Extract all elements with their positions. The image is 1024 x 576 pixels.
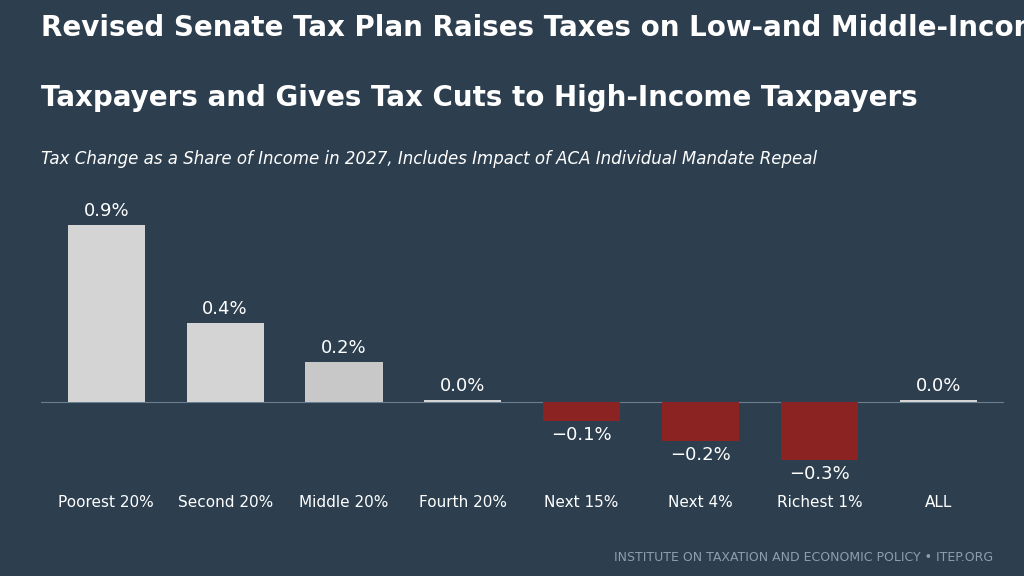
- Bar: [899, 400, 977, 401]
- Text: Taxpayers and Gives Tax Cuts to High-Income Taxpayers: Taxpayers and Gives Tax Cuts to High-Inc…: [41, 84, 918, 112]
- Text: 0.0%: 0.0%: [440, 377, 485, 395]
- Text: 0.9%: 0.9%: [84, 202, 129, 221]
- Bar: [186, 323, 264, 401]
- Text: 0.2%: 0.2%: [322, 339, 367, 358]
- Bar: [305, 362, 383, 401]
- Text: INSTITUTE ON TAXATION AND ECONOMIC POLICY • ITEP.ORG: INSTITUTE ON TAXATION AND ECONOMIC POLIC…: [614, 551, 993, 564]
- Text: −0.3%: −0.3%: [788, 465, 850, 483]
- Bar: [424, 400, 502, 401]
- Bar: [68, 225, 145, 401]
- Text: Tax Change as a Share of Income in 2027, Includes Impact of ACA Individual Manda: Tax Change as a Share of Income in 2027,…: [41, 150, 817, 168]
- Bar: [543, 401, 621, 421]
- Text: 0.4%: 0.4%: [203, 300, 248, 319]
- Bar: [780, 401, 858, 460]
- Bar: [662, 401, 739, 441]
- Text: 0.0%: 0.0%: [915, 377, 961, 395]
- Text: −0.2%: −0.2%: [670, 446, 731, 464]
- Text: −0.1%: −0.1%: [551, 426, 612, 444]
- Text: Revised Senate Tax Plan Raises Taxes on Low-and Middle-Income Missouri: Revised Senate Tax Plan Raises Taxes on …: [41, 14, 1024, 43]
